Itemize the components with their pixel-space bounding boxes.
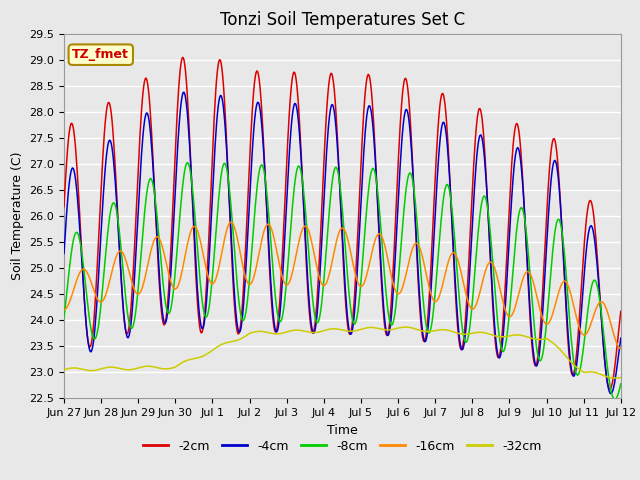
Legend: -2cm, -4cm, -8cm, -16cm, -32cm: -2cm, -4cm, -8cm, -16cm, -32cm <box>138 435 547 458</box>
X-axis label: Time: Time <box>327 424 358 437</box>
Title: Tonzi Soil Temperatures Set C: Tonzi Soil Temperatures Set C <box>220 11 465 29</box>
Y-axis label: Soil Temperature (C): Soil Temperature (C) <box>11 152 24 280</box>
Text: TZ_fmet: TZ_fmet <box>72 48 129 61</box>
